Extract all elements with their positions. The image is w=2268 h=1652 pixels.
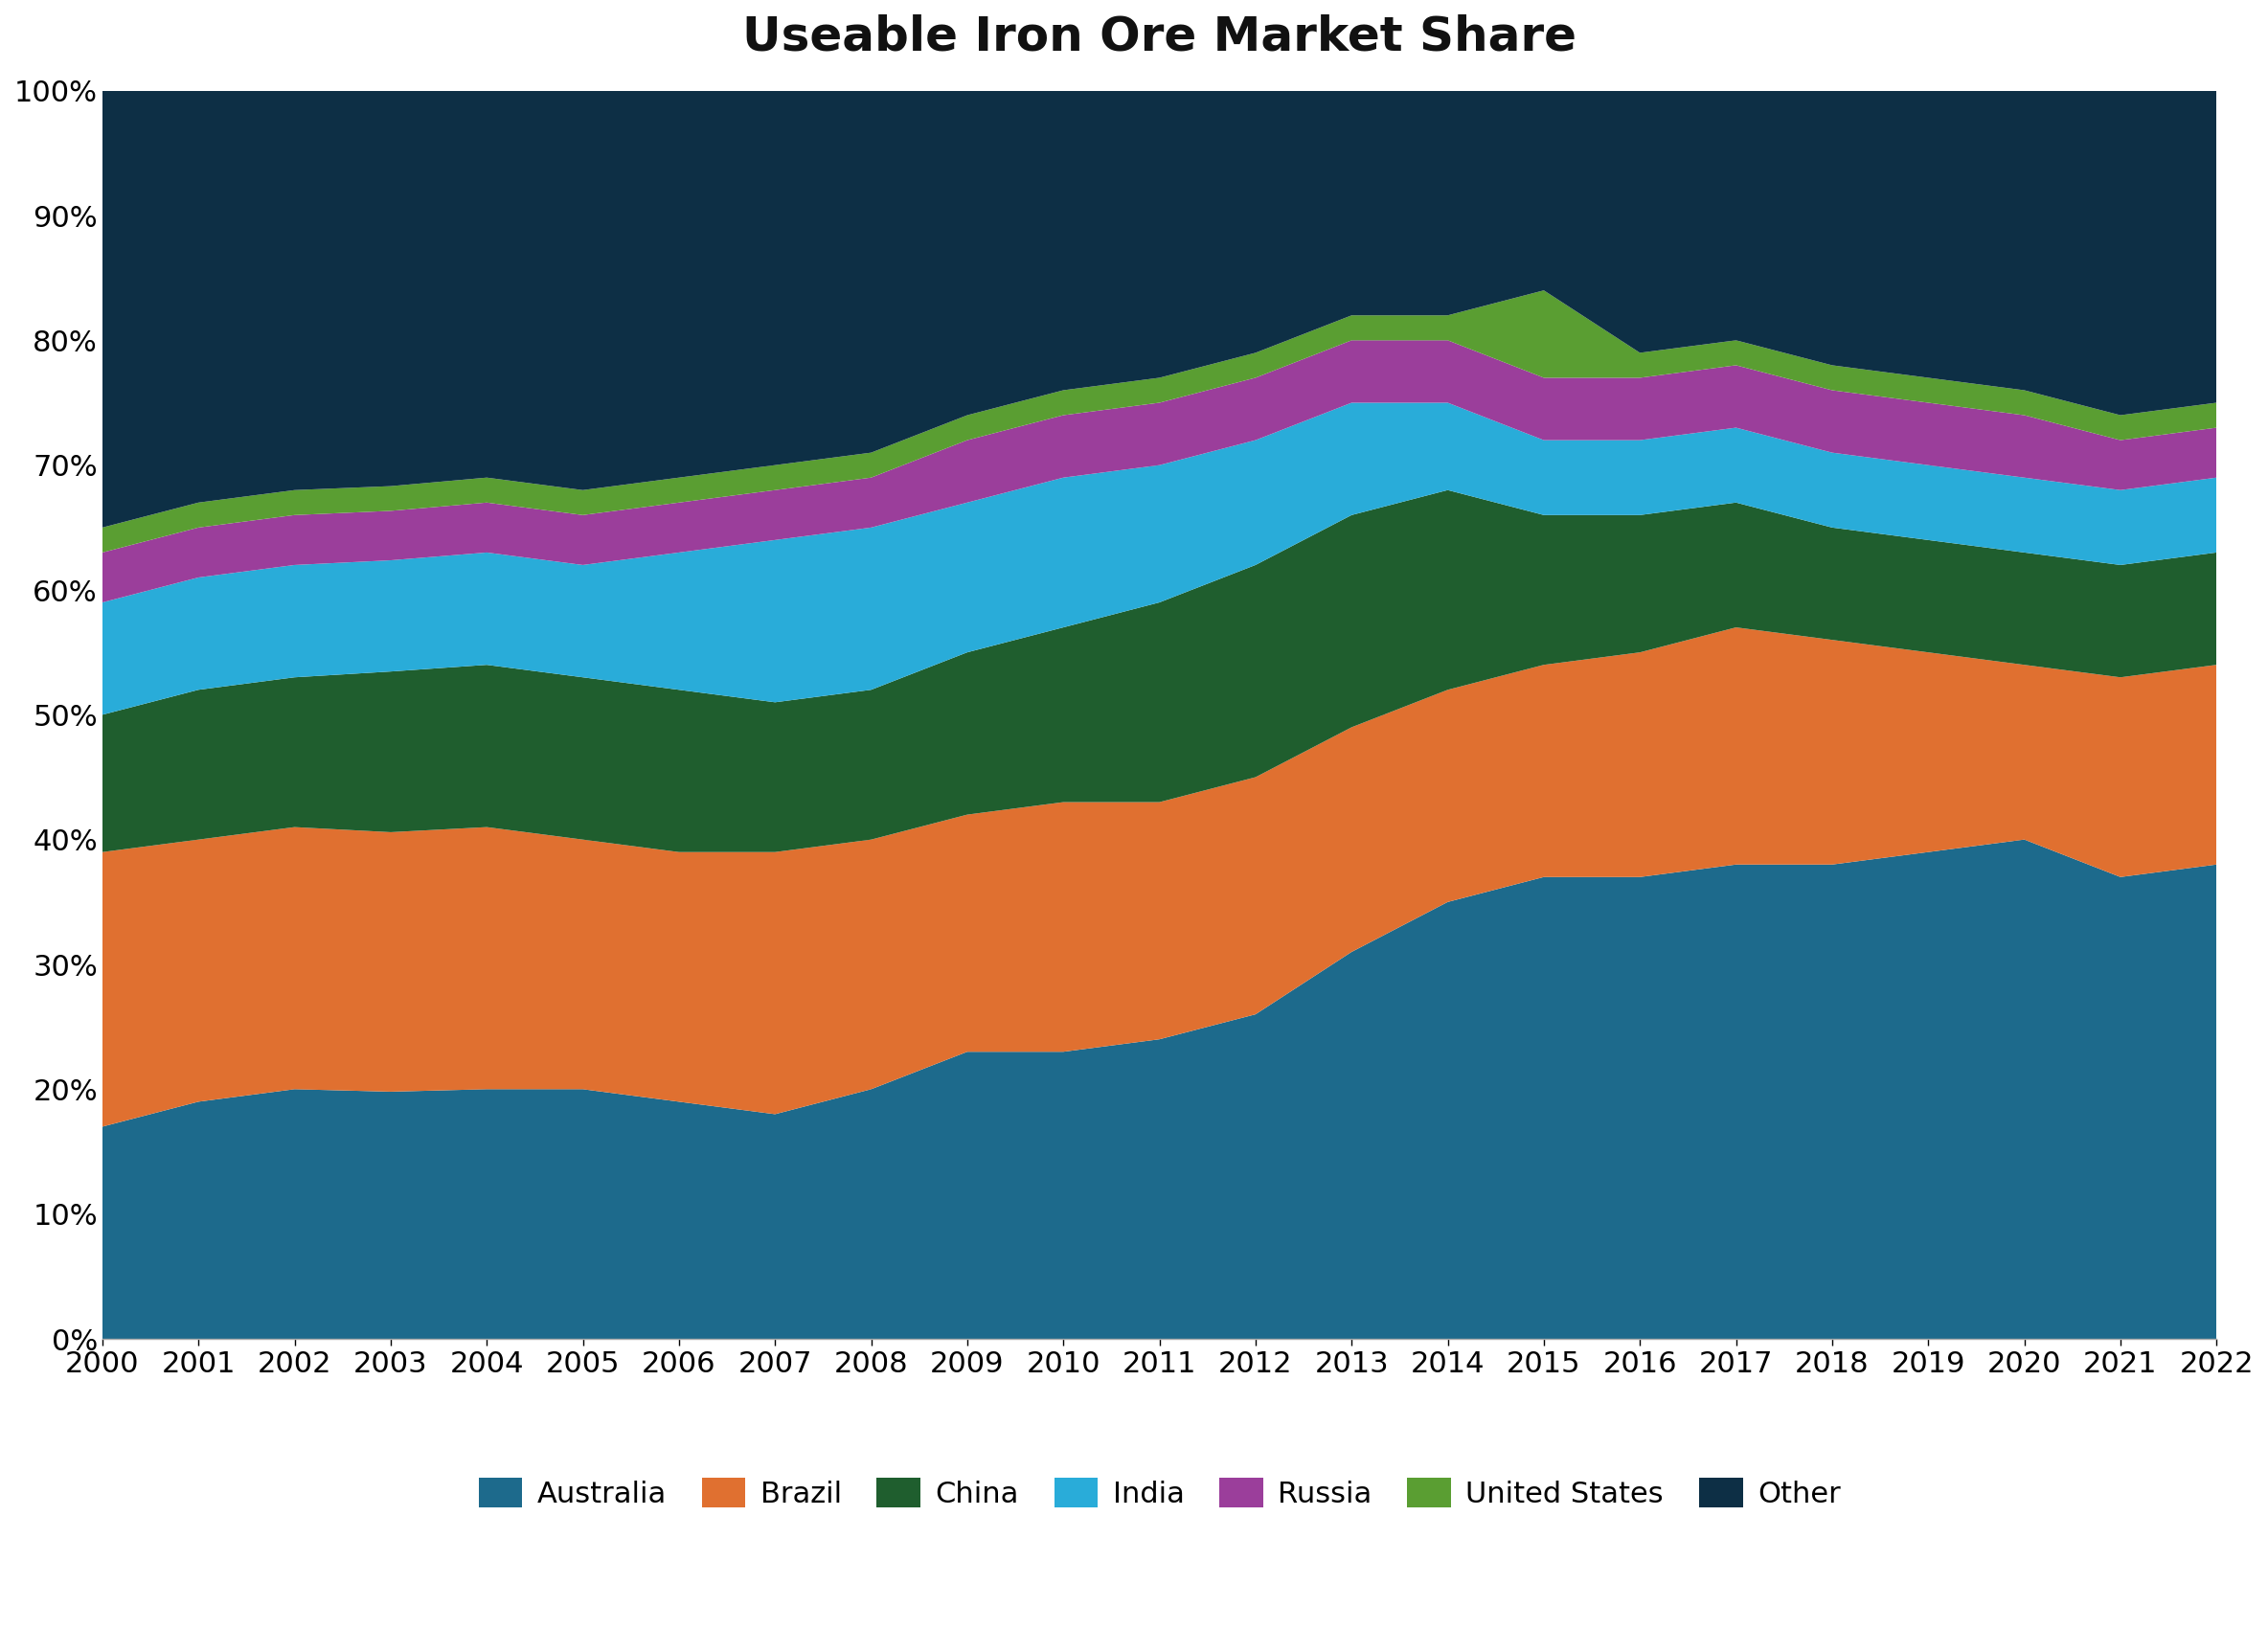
- Title: Useable Iron Ore Market Share: Useable Iron Ore Market Share: [742, 15, 1576, 61]
- Legend: Australia, Brazil, China, India, Russia, United States, Other: Australia, Brazil, China, India, Russia,…: [467, 1465, 1853, 1520]
